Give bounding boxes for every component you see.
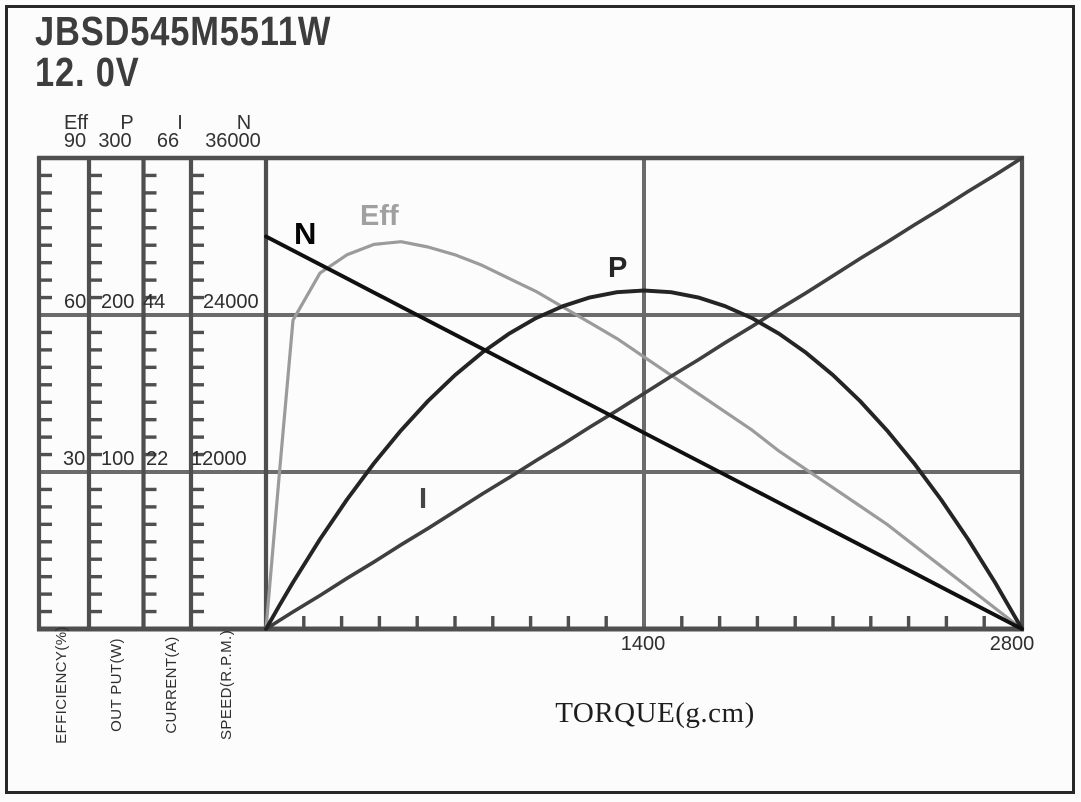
- scale-max-n: 36000: [205, 130, 261, 152]
- curve-label-power: P: [608, 252, 628, 284]
- scale-tick-i-22: 22: [146, 448, 169, 470]
- scale-tick-p-200: 200: [101, 291, 135, 313]
- curve-n: [264, 234, 1024, 631]
- scale-max-eff: 90: [63, 130, 87, 152]
- scale-tick-eff-30: 30: [63, 448, 86, 470]
- scale-tick-i-44: 44: [143, 291, 166, 313]
- scale-header-p: P: [120, 112, 134, 134]
- x-axis-title: TORQUE(g.cm): [555, 697, 755, 729]
- scale-tick-eff-60: 60: [64, 291, 87, 313]
- scale-header-i: I: [177, 112, 183, 134]
- x-tick-1400: 1400: [620, 633, 666, 655]
- model-title: JBSD545M5511W: [35, 8, 332, 54]
- curve-label-efficiency: Eff: [360, 200, 399, 232]
- axis-label-speed: SPEED(R.P.M.): [218, 630, 235, 740]
- page-border: [5, 5, 1075, 794]
- axis-label-efficiency: EFFICIENCY(%): [53, 626, 70, 744]
- curve-label-current: I: [419, 483, 428, 515]
- scale-header-eff: Eff: [63, 112, 89, 134]
- x-tick-2800: 2800: [989, 633, 1035, 655]
- curve-i: [264, 156, 1024, 631]
- scale-max-i: 66: [156, 130, 180, 152]
- scale-max-p: 300: [98, 130, 132, 152]
- curve-p: [264, 288, 1024, 631]
- scale-tick-n-24000: 24000: [203, 291, 259, 313]
- axis-label-output: OUT PUT(W): [108, 638, 125, 732]
- axis-label-current: CURRENT(A): [163, 636, 180, 734]
- curve-label-speed: N: [294, 216, 317, 251]
- scale-header-n: N: [236, 112, 252, 134]
- scale-tick-n-12000: 12000: [191, 448, 247, 470]
- curve-eff: [264, 240, 1024, 631]
- scale-tick-p-100: 100: [101, 448, 135, 470]
- voltage-label: 12. 0V: [35, 49, 140, 95]
